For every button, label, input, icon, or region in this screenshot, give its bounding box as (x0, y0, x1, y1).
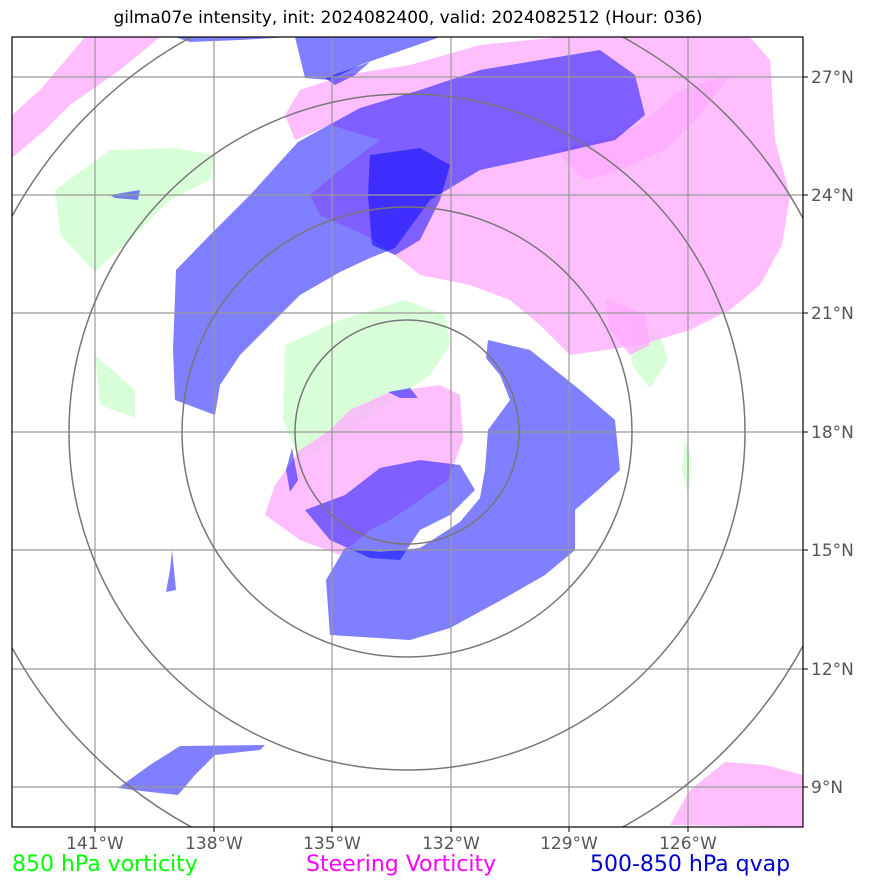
lat-label-9n: 9°N (811, 778, 843, 798)
lon-label-141w: 141°W (66, 834, 124, 854)
lon-label-126w: 126°W (659, 834, 717, 854)
legend-qvap: 500-850 hPa qvap (590, 852, 791, 877)
qvap-layer (110, 37, 645, 795)
lat-label-27n: 27°N (811, 68, 854, 88)
range-rings (12, 37, 803, 827)
lat-label-24n: 24°N (811, 186, 854, 206)
lat-label-15n: 15°N (811, 541, 854, 561)
lat-label-21n: 21°N (811, 304, 854, 324)
plot-title: gilma07e intensity, init: 2024082400, va… (113, 8, 703, 28)
legend-850-vorticity: 850 hPa vorticity (12, 852, 198, 877)
tick-marks (94, 76, 808, 832)
lon-label-135w: 135°W (303, 834, 361, 854)
lat-label-18n: 18°N (811, 423, 854, 443)
lon-label-129w: 129°W (540, 834, 598, 854)
legend-steering-vorticity: Steering Vorticity (306, 852, 497, 877)
lon-label-138w: 138°W (185, 834, 243, 854)
lat-label-12n: 12°N (811, 660, 854, 680)
lon-label-132w: 132°W (422, 834, 480, 854)
graticule (12, 37, 803, 827)
